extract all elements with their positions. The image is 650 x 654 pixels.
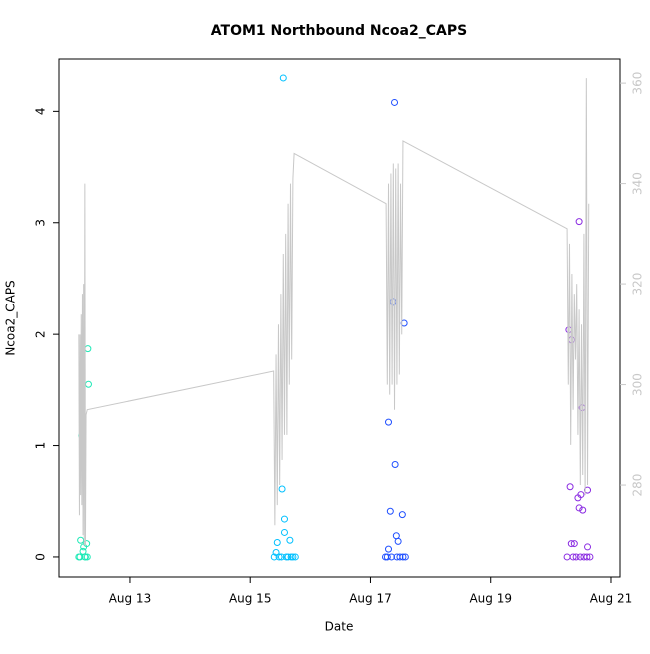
point — [399, 553, 407, 561]
point — [579, 506, 587, 514]
point — [385, 545, 393, 553]
point — [291, 553, 299, 561]
y2-tick-label: 360 — [631, 72, 645, 95]
chart-title: ATOM1 Northbound Ncoa2_CAPS — [211, 23, 467, 39]
point — [278, 485, 286, 493]
point — [576, 553, 584, 561]
x-tick-label: Aug 15 — [229, 592, 272, 606]
point — [279, 74, 287, 82]
point — [270, 553, 278, 561]
point — [388, 553, 396, 561]
line — [78, 78, 590, 546]
plot-box — [58, 58, 621, 578]
y2-tick-label: 320 — [631, 273, 645, 296]
point — [273, 538, 281, 546]
point — [391, 460, 399, 468]
point — [396, 553, 404, 561]
y2-tick-label: 300 — [631, 373, 645, 396]
point — [569, 553, 577, 561]
point — [583, 553, 591, 561]
point — [81, 553, 89, 561]
point — [401, 553, 409, 561]
y-axis-label: Ncoa2_CAPS — [4, 280, 18, 355]
point — [76, 553, 84, 561]
point — [385, 418, 393, 426]
x-axis-label: Date — [325, 620, 354, 634]
y-tick-label: 2 — [34, 330, 48, 338]
x-tick-label: Aug 19 — [469, 592, 512, 606]
x-tick-label: Aug 21 — [590, 592, 633, 606]
point — [83, 540, 91, 548]
point — [286, 536, 294, 544]
point — [563, 553, 571, 561]
x-tick-label: Aug 17 — [349, 592, 392, 606]
point — [566, 483, 574, 491]
point — [400, 319, 408, 327]
point — [584, 486, 592, 494]
point — [280, 515, 288, 523]
point — [584, 543, 592, 551]
point — [575, 504, 583, 512]
point — [287, 553, 295, 561]
point — [574, 494, 582, 502]
point — [280, 528, 288, 536]
point — [386, 507, 394, 515]
point — [282, 553, 290, 561]
point — [391, 98, 399, 106]
y-tick-label: 1 — [34, 442, 48, 450]
point — [284, 553, 292, 561]
point — [570, 540, 578, 548]
point — [572, 553, 580, 561]
point — [84, 345, 92, 353]
point — [277, 553, 285, 561]
point — [586, 553, 594, 561]
y2-tick-label: 340 — [631, 172, 645, 195]
point — [275, 553, 283, 561]
point — [77, 536, 85, 544]
y-tick-label: 4 — [34, 108, 48, 116]
point — [84, 380, 92, 388]
point — [383, 553, 391, 561]
x-tick-label: Aug 13 — [109, 592, 152, 606]
point — [394, 537, 402, 545]
point — [567, 540, 575, 548]
y-tick-label: 3 — [34, 219, 48, 227]
point — [289, 553, 297, 561]
point — [83, 553, 91, 561]
y2-tick-label: 280 — [631, 474, 645, 497]
point — [575, 218, 583, 226]
point — [398, 511, 406, 519]
y-tick-label: 0 — [34, 553, 48, 561]
